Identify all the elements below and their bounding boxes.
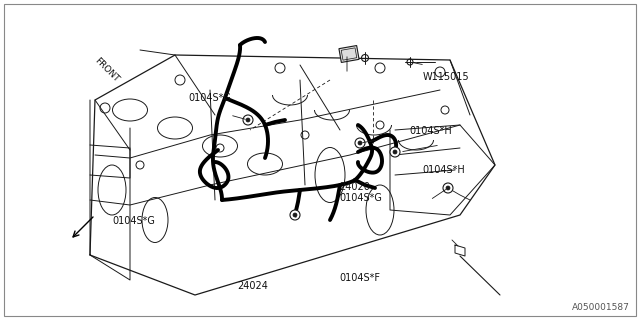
Circle shape <box>358 141 362 145</box>
Text: 24024: 24024 <box>237 281 268 292</box>
Circle shape <box>390 147 400 157</box>
Text: FRONT: FRONT <box>93 56 121 84</box>
Polygon shape <box>339 45 359 62</box>
Circle shape <box>290 210 300 220</box>
Text: 0104S*G: 0104S*G <box>189 92 232 103</box>
Circle shape <box>293 213 297 217</box>
Text: 24020: 24020 <box>339 182 370 192</box>
Circle shape <box>243 115 253 125</box>
Circle shape <box>246 118 250 122</box>
Text: 0104S*G: 0104S*G <box>112 216 155 226</box>
Text: 0104S*F: 0104S*F <box>339 273 380 284</box>
Text: 0104S*H: 0104S*H <box>422 164 465 175</box>
Circle shape <box>446 186 450 190</box>
Circle shape <box>393 150 397 154</box>
Text: 0104S*G: 0104S*G <box>339 193 382 204</box>
Circle shape <box>355 138 365 148</box>
Circle shape <box>443 183 453 193</box>
Text: A050001587: A050001587 <box>572 303 630 312</box>
Text: 0104S*H: 0104S*H <box>410 126 452 136</box>
Text: W115015: W115015 <box>422 72 469 82</box>
